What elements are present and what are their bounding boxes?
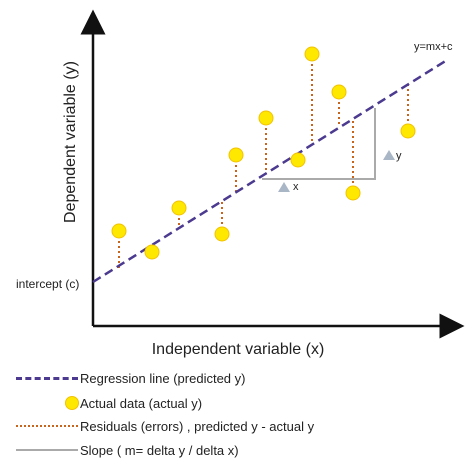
legend: Regression line (predicted y) Actual dat… — [0, 360, 474, 474]
data-point — [171, 200, 187, 216]
residual-lines — [118, 54, 409, 268]
equation-label: y=mx+c — [414, 41, 453, 53]
data-point — [400, 123, 416, 139]
y-axis-label: Dependent variable (y) — [62, 61, 79, 223]
intercept-label: intercept (c) — [16, 277, 79, 291]
legend-label-regression: Regression line (predicted y) — [80, 370, 246, 386]
data-point — [331, 84, 347, 100]
legend-item-residuals: Residuals (errors) , predicted y - actua… — [14, 415, 314, 437]
yellow-dot-icon — [65, 396, 79, 410]
x-axis-label: Independent variable (x) — [152, 341, 325, 358]
data-point — [111, 223, 127, 239]
delta-x-label: x — [293, 181, 299, 193]
legend-item-actual: Actual data (actual y) — [14, 392, 202, 414]
regression-diagram: x y y=mx+c intercept (c) Independent var… — [16, 9, 465, 358]
solid-line-icon — [16, 449, 78, 451]
data-point — [304, 46, 320, 62]
dashed-line-icon — [16, 377, 78, 380]
data-point — [345, 185, 361, 201]
data-point — [144, 244, 160, 260]
data-point — [228, 147, 244, 163]
dotted-line-icon — [16, 425, 78, 427]
slope-triangle — [262, 108, 376, 180]
legend-item-slope: Slope ( m= delta y / delta x) — [14, 439, 239, 461]
data-points — [111, 46, 416, 260]
delta-y-triangle-icon — [383, 150, 395, 160]
legend-label-slope: Slope ( m= delta y / delta x) — [80, 442, 239, 458]
data-point — [258, 110, 274, 126]
delta-y-label: y — [396, 150, 402, 162]
data-point — [290, 152, 306, 168]
legend-label-residuals: Residuals (errors) , predicted y - actua… — [80, 418, 315, 434]
legend-item-regression: Regression line (predicted y) — [14, 367, 245, 389]
delta-x-triangle-icon — [278, 182, 290, 192]
legend-label-actual: Actual data (actual y) — [80, 395, 203, 411]
data-point — [214, 226, 230, 242]
